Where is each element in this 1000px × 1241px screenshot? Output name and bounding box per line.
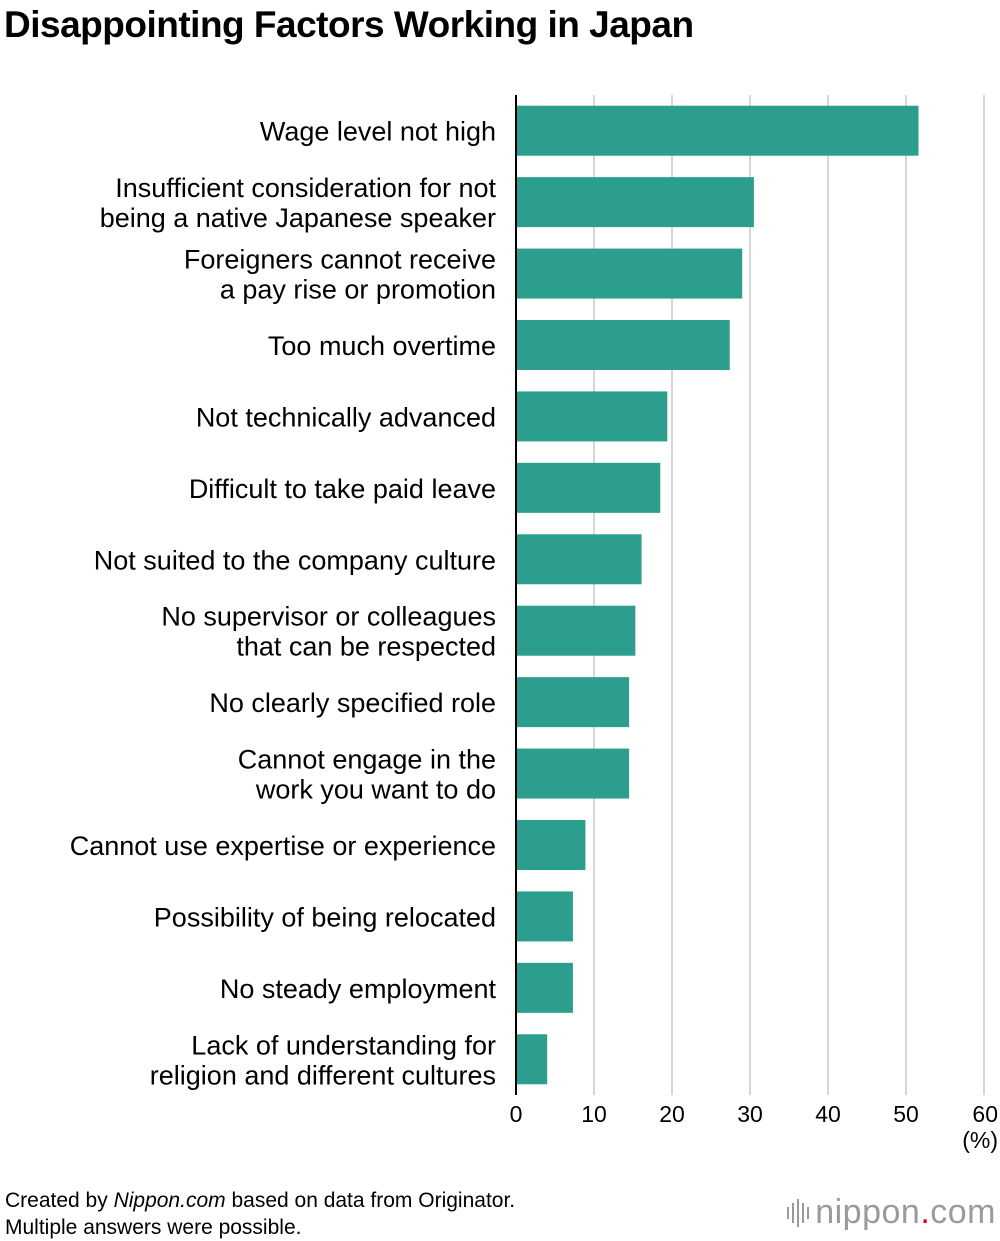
x-tick-label: 10: [581, 1101, 607, 1127]
nippon-logo: nippon.com: [787, 1193, 996, 1232]
category-label: No clearly specified role: [209, 688, 496, 718]
x-unit-label: (%): [962, 1127, 998, 1153]
category-label: Difficult to take paid leave: [189, 474, 496, 504]
bar: [516, 320, 730, 370]
bar: [516, 891, 573, 942]
x-tick-label: 60: [972, 1101, 998, 1127]
category-label: Cannot use expertise or experience: [70, 831, 496, 861]
bar: [516, 248, 743, 299]
category-label: Not technically advanced: [196, 402, 496, 432]
bar: [516, 462, 661, 513]
bar: [516, 1034, 548, 1085]
chart-footer: Created by Nippon.com based on data from…: [5, 1187, 515, 1241]
category-label: Not suited to the company culture: [94, 545, 496, 575]
x-tick-label: 50: [893, 1101, 919, 1127]
source-line: Created by Nippon.com based on data from…: [5, 1189, 516, 1212]
x-tick-label: 0: [510, 1101, 523, 1127]
bar: [516, 177, 754, 228]
x-tick-label: 20: [659, 1101, 685, 1127]
category-label: No supervisor or colleagues that can be r…: [161, 602, 496, 662]
category-label: Too much overtime: [268, 331, 496, 361]
category-label: Cannot engage in the work you want to do: [238, 745, 496, 805]
bar: [516, 391, 668, 442]
category-label: Possibility of being relocated: [154, 902, 496, 932]
bar: [516, 677, 630, 728]
category-label: Foreigners cannot receive a pay rise or p…: [184, 245, 496, 305]
category-label: No steady employment: [220, 974, 497, 1004]
bar-chart: Wage level not high Insufficient consider…: [70, 95, 998, 1153]
category-label: Lack of understanding for religion and di…: [150, 1030, 496, 1090]
category-label: Wage level not high: [260, 117, 496, 147]
category-label: Insufficient consideration for not being …: [100, 173, 497, 233]
bar: [516, 962, 573, 1013]
bar: [516, 605, 636, 656]
bar: [516, 105, 919, 156]
x-tick-label: 30: [737, 1101, 763, 1127]
x-tick-label: 40: [815, 1101, 841, 1127]
bar: [516, 820, 586, 870]
logo-bars-icon: [787, 1198, 810, 1227]
bar: [516, 534, 642, 585]
bar: [516, 748, 630, 799]
chart-title: Disappointing Factors Working in Japan: [4, 4, 694, 45]
source-name: Nippon.com: [113, 1189, 226, 1212]
footnote: Multiple answers were possible.: [5, 1216, 302, 1239]
